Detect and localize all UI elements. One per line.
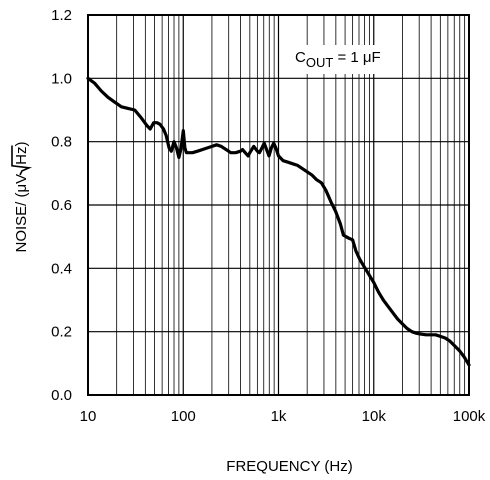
annotation-label: COUT = 1 μF bbox=[295, 49, 381, 70]
annotation-main: C bbox=[295, 49, 306, 66]
y-axis-title-suffix: ) bbox=[13, 142, 30, 147]
plot-frame bbox=[87, 14, 470, 396]
y-tick-label: 1.2 bbox=[51, 7, 72, 24]
annotation-rest: = 1 μF bbox=[333, 49, 380, 66]
x-tick-labels: 10 100 1k 10k 100k bbox=[80, 408, 486, 425]
y-tick-label: 0.8 bbox=[51, 134, 72, 151]
y-axis-title-text: NOISE/ (μV Hz) bbox=[13, 142, 30, 253]
y-tick-label: 0.0 bbox=[51, 387, 72, 404]
sqrt-symbol bbox=[11, 145, 33, 176]
annotation-subscript: OUT bbox=[306, 55, 334, 70]
y-axis-title: NOISE/ (μV Hz) bbox=[11, 142, 33, 253]
y-axis-title-radicand: Hz bbox=[13, 147, 30, 165]
x-tick-label: 100 bbox=[171, 408, 196, 425]
series-line-0 bbox=[86, 76, 471, 367]
y-tick-label: 0.4 bbox=[51, 260, 72, 277]
x-tick-label: 10 bbox=[80, 408, 97, 425]
y-axis-title-prefix: NOISE/ (μV bbox=[13, 174, 30, 253]
x-tick-label: 10k bbox=[362, 408, 387, 425]
y-tick-label: 1.0 bbox=[51, 70, 72, 87]
x-tick-label: 1k bbox=[271, 408, 287, 425]
y-tick-label: 0.2 bbox=[51, 324, 72, 341]
x-axis-title: FREQUENCY (Hz) bbox=[226, 458, 352, 475]
x-tick-label: 100k bbox=[453, 408, 486, 425]
series-group bbox=[86, 76, 471, 367]
annotation-box bbox=[289, 45, 387, 74]
y-tick-labels: 0.0 0.2 0.4 0.6 0.8 1.0 1.2 bbox=[51, 7, 72, 404]
y-tick-label: 0.6 bbox=[51, 197, 72, 214]
